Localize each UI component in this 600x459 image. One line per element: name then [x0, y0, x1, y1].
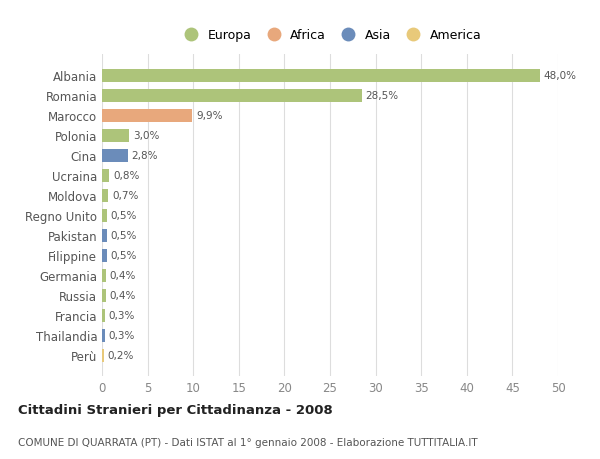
- Bar: [102, 189, 109, 202]
- Text: 0,2%: 0,2%: [107, 350, 134, 360]
- Bar: [102, 110, 192, 123]
- Text: 48,0%: 48,0%: [544, 71, 577, 81]
- Bar: [102, 169, 109, 182]
- Bar: [102, 150, 128, 162]
- Bar: [102, 249, 107, 262]
- Text: 0,3%: 0,3%: [109, 330, 135, 340]
- Bar: [102, 209, 107, 222]
- Bar: [102, 289, 106, 302]
- Bar: [102, 90, 362, 102]
- Text: 9,9%: 9,9%: [196, 111, 223, 121]
- Bar: [102, 349, 104, 362]
- Text: 3,0%: 3,0%: [133, 131, 160, 141]
- Text: 0,5%: 0,5%: [110, 211, 137, 221]
- Text: 0,8%: 0,8%: [113, 171, 139, 181]
- Bar: [102, 129, 130, 142]
- Bar: [102, 309, 105, 322]
- Text: Cittadini Stranieri per Cittadinanza - 2008: Cittadini Stranieri per Cittadinanza - 2…: [18, 403, 333, 416]
- Bar: [102, 269, 106, 282]
- Bar: [102, 70, 540, 83]
- Text: 2,8%: 2,8%: [131, 151, 158, 161]
- Text: 0,5%: 0,5%: [110, 251, 137, 261]
- Text: 0,5%: 0,5%: [110, 231, 137, 241]
- Legend: Europa, Africa, Asia, America: Europa, Africa, Asia, America: [179, 29, 481, 42]
- Text: 0,3%: 0,3%: [109, 310, 135, 320]
- Text: 0,4%: 0,4%: [109, 291, 136, 301]
- Bar: [102, 329, 105, 342]
- Text: COMUNE DI QUARRATA (PT) - Dati ISTAT al 1° gennaio 2008 - Elaborazione TUTTITALI: COMUNE DI QUARRATA (PT) - Dati ISTAT al …: [18, 437, 478, 447]
- Text: 0,4%: 0,4%: [109, 270, 136, 280]
- Bar: [102, 229, 107, 242]
- Text: 28,5%: 28,5%: [365, 91, 398, 101]
- Text: 0,7%: 0,7%: [112, 191, 139, 201]
